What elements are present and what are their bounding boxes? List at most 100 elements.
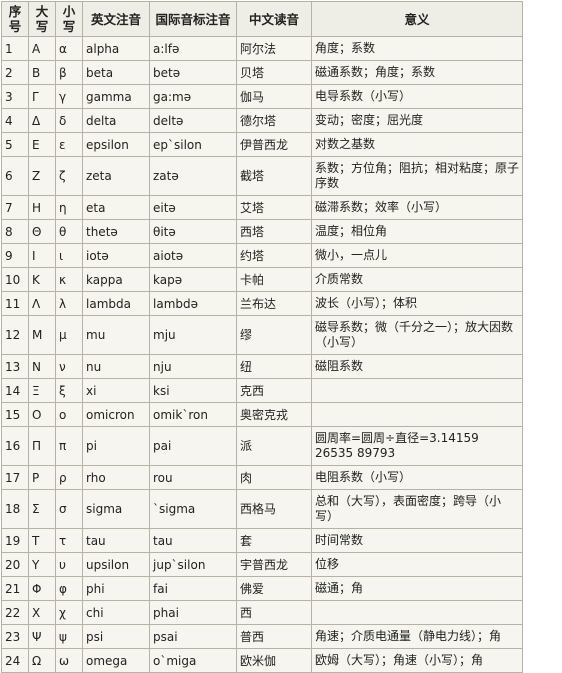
cell-meaning-text: 系数；方位角；阻抗；相对粘度；原子序数 xyxy=(315,161,520,190)
cell-chinese: 西塔 xyxy=(237,220,311,243)
cell-lower-text: ρ xyxy=(59,470,67,485)
cell-no: 21 xyxy=(2,577,28,600)
cell-meaning: 位移 xyxy=(312,553,522,576)
cell-upper-text: Δ xyxy=(32,113,41,128)
cell-english: eta xyxy=(83,196,149,219)
cell-lower-text: ψ xyxy=(59,629,67,644)
cell-no-text: 17 xyxy=(5,470,21,485)
cell-meaning-text: 磁滞系数；效率（小写） xyxy=(315,200,448,214)
cell-ipa-text: betə xyxy=(153,65,181,80)
cell-ipa-text: ga:mə xyxy=(153,89,192,104)
cell-no-text: 18 xyxy=(5,502,21,516)
cell-english: rho xyxy=(83,466,149,489)
cell-lower: μ xyxy=(56,316,82,354)
cell-lower: ρ xyxy=(56,466,82,489)
cell-lower: ψ xyxy=(56,625,82,648)
cell-lower: η xyxy=(56,196,82,219)
cell-upper: Φ xyxy=(29,577,55,600)
cell-no: 19 xyxy=(2,529,28,552)
cell-english-text: lambda xyxy=(86,296,131,311)
cell-english-text: kappa xyxy=(86,272,123,287)
cell-upper-text: Π xyxy=(32,439,42,453)
cell-meaning-text: 时间常数 xyxy=(315,533,364,547)
cell-upper: Θ xyxy=(29,220,55,243)
cell-upper-text: Ψ xyxy=(32,629,42,644)
cell-upper: Β xyxy=(29,61,55,84)
cell-upper-text: Ζ xyxy=(32,169,41,183)
cell-chinese-text: 欧米伽 xyxy=(240,653,277,668)
cell-ipa-text: nju xyxy=(153,359,172,374)
cell-upper: Λ xyxy=(29,292,55,315)
cell-english-text: xi xyxy=(86,383,97,398)
cell-meaning: 微小，一点儿 xyxy=(312,244,522,267)
cell-lower: ζ xyxy=(56,157,82,195)
cell-upper-text: Σ xyxy=(32,502,40,516)
cell-no: 6 xyxy=(2,157,28,195)
cell-chinese-text: 克西 xyxy=(240,383,265,398)
cell-no-text: 8 xyxy=(5,224,13,239)
cell-no: 2 xyxy=(2,61,28,84)
cell-meaning: 介质常数 xyxy=(312,268,522,291)
cell-english-text: rho xyxy=(86,470,106,485)
cell-chinese-text: 兰布达 xyxy=(240,296,277,311)
cell-english-text: delta xyxy=(86,113,117,128)
cell-meaning: 磁滞系数；效率（小写） xyxy=(312,196,522,219)
cell-no: 4 xyxy=(2,109,28,132)
cell-lower-text: θ xyxy=(59,224,67,239)
cell-upper-text: Υ xyxy=(32,557,40,572)
cell-chinese: 纽 xyxy=(237,355,311,378)
cell-upper: Ι xyxy=(29,244,55,267)
cell-chinese-text: 截塔 xyxy=(240,169,265,183)
cell-lower-text: ω xyxy=(59,653,70,668)
cell-lower-text: ο xyxy=(59,407,67,422)
cell-chinese: 肉 xyxy=(237,466,311,489)
cell-meaning: 磁通系数；角度；系数 xyxy=(312,61,522,84)
cell-upper: Τ xyxy=(29,529,55,552)
cell-lower: ν xyxy=(56,355,82,378)
cell-chinese: 缪 xyxy=(237,316,311,354)
cell-lower-text: χ xyxy=(59,605,66,620)
cell-no-text: 15 xyxy=(5,407,21,422)
cell-no: 24 xyxy=(2,649,28,672)
cell-english: beta xyxy=(83,61,149,84)
cell-meaning-text: 对数之基数 xyxy=(315,137,376,151)
cell-english-text: zeta xyxy=(86,169,112,183)
cell-lower-text: ζ xyxy=(59,169,66,183)
cell-upper-text: Τ xyxy=(32,533,40,548)
cell-meaning-text: 角速；介质电通量（静电力线）；角 xyxy=(315,629,502,643)
cell-upper-text: Γ xyxy=(32,89,39,104)
cell-meaning: 磁阻系数 xyxy=(312,355,522,378)
cell-no-text: 10 xyxy=(5,272,21,287)
cell-lower-text: α xyxy=(59,41,67,56)
cell-upper: Μ xyxy=(29,316,55,354)
cell-upper-text: Θ xyxy=(32,224,42,239)
cell-ipa-text: pai xyxy=(153,439,172,453)
cell-no: 8 xyxy=(2,220,28,243)
header-lower: 小写 xyxy=(56,2,82,36)
cell-english: pi xyxy=(83,427,149,465)
cell-english-text: beta xyxy=(86,65,114,80)
cell-no-text: 12 xyxy=(5,328,21,342)
cell-upper-text: Ε xyxy=(32,137,40,152)
cell-chinese: 派 xyxy=(237,427,311,465)
cell-english: epsilon xyxy=(83,133,149,156)
cell-chinese: 贝塔 xyxy=(237,61,311,84)
cell-chinese-text: 套 xyxy=(240,533,253,548)
cell-ipa: θitə xyxy=(150,220,236,243)
header-ipa: 国际音标注音 xyxy=(150,2,236,36)
cell-chinese: 奥密克戎 xyxy=(237,403,311,426)
cell-no: 17 xyxy=(2,466,28,489)
cell-chinese: 克西 xyxy=(237,379,311,402)
cell-ipa: fai xyxy=(150,577,236,600)
cell-meaning-text: 总和（大写），表面密度；跨导（小写） xyxy=(315,494,502,523)
